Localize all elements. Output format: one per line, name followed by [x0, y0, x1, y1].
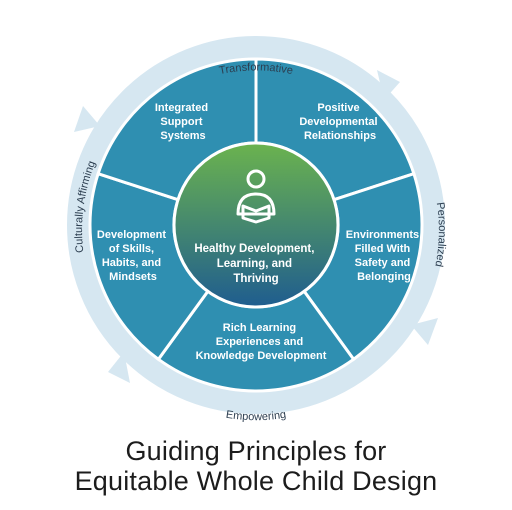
segment-label-environments-2: Filled With: [355, 243, 411, 255]
arrow-head-left: [74, 106, 100, 132]
svg-text:Healthy Development, Learn: Healthy Development, Learning, and Thriv…: [194, 243, 317, 285]
svg-text:Rich Learning Experiences: Rich Learning Experiences and Knowledge …: [196, 322, 327, 362]
segment-label-integrated-2: Support: [160, 116, 202, 128]
segment-label-rich-1: Rich Learning: [223, 322, 296, 334]
title-line-1: Guiding Principles for: [125, 436, 387, 466]
center-circle: [172, 141, 340, 309]
segment-label-environments-1: Environments: [346, 229, 419, 241]
svg-text:Development of Skills,: Development of Skills, Habits, and Minds…: [97, 229, 169, 283]
segment-label-positive-3: Relationships: [304, 130, 376, 142]
arrow-head-right: [411, 318, 438, 345]
reading-person-icon: [236, 169, 276, 224]
center-text-line-2: Learning, and: [217, 258, 292, 270]
segment-label-rich-2: Experiences and: [216, 336, 303, 348]
segment-label-environments-3: Safety and: [355, 257, 411, 269]
svg-text:Empowering: Empowering: [225, 409, 287, 424]
svg-text:Personalized: Personalized: [432, 202, 448, 268]
segment-label-skills-4: Mindsets: [109, 271, 157, 283]
segment-label-skills-1: Development: [97, 229, 166, 241]
ring-label-top: Transformative: [218, 61, 294, 77]
segment-label-positive-2: Developmental: [299, 116, 377, 128]
svg-text:Positive Developmental: Positive Developmental Relationships: [299, 102, 380, 142]
svg-text:Transformative: Transformative: [218, 61, 294, 77]
arrow-head-bottom-left: [108, 352, 130, 383]
segment-label-environments-4: Belonging: [357, 271, 411, 283]
segment-label-skills-3: Habits, and: [102, 257, 161, 269]
center-text-line-1: Healthy Development,: [194, 243, 314, 255]
svg-text:Integrated Support Sys: Integrated Support Systems: [155, 102, 211, 142]
segment-label-rich-3: Knowledge Development: [196, 350, 327, 362]
segment-ring: [88, 57, 424, 393]
center-text-line-3: Thriving: [233, 273, 278, 285]
segment-label-integrated-1: Integrated: [155, 102, 208, 114]
segment-label-skills-2: of Skills,: [109, 243, 154, 255]
svg-text:Environments Filled With: Environments Filled With Safety and Belo…: [346, 229, 422, 283]
segment-label-positive-1: Positive: [317, 102, 359, 114]
outer-ring: [67, 36, 445, 414]
title-line-2: Equitable Whole Child Design: [74, 466, 438, 496]
ring-label-bottom: Empowering: [225, 409, 287, 424]
segment-label-integrated-3: Systems: [160, 130, 205, 142]
ring-label-right: Personalized: [432, 202, 448, 268]
arrow-head-top-right: [377, 70, 400, 100]
